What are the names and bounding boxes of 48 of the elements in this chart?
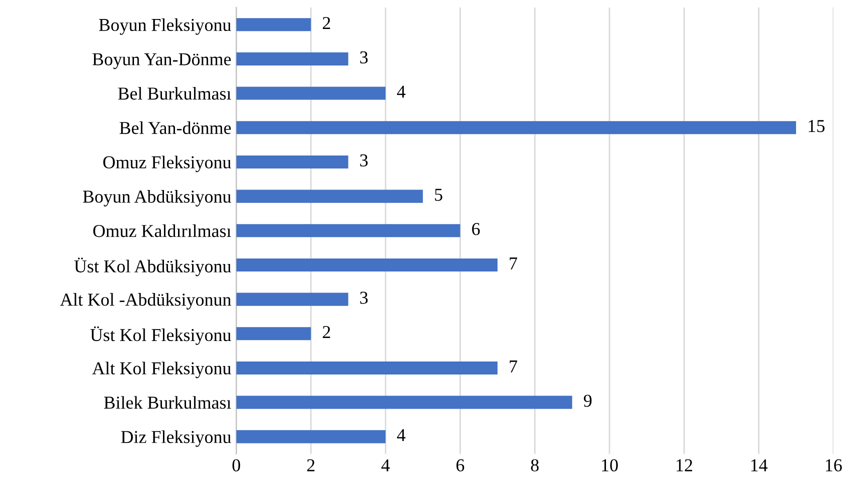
bar (236, 86, 386, 100)
x-tick-label: 6 (456, 459, 464, 472)
y-tick-label: Bel Yan-dönme (120, 121, 231, 134)
y-tick-label: Boyun Fleksiyonu (99, 18, 232, 35)
bar (236, 361, 498, 375)
x-tick-label: 16 (826, 459, 842, 472)
y-tick-label: Omuz Kaldırılması (93, 224, 232, 238)
x-tick-label: 8 (531, 459, 539, 472)
bar (236, 258, 498, 272)
bar (236, 190, 423, 203)
bar (236, 52, 348, 66)
bar (236, 292, 348, 306)
data-label: 6 (472, 223, 480, 236)
y-tick-label: Omuz Fleksiyonu (103, 156, 232, 172)
data-label: 7 (510, 360, 518, 372)
bar (236, 327, 311, 340)
x-tick-label: 4 (381, 459, 390, 472)
y-tick-label: Üst Kol Fleksiyonu (90, 326, 232, 345)
bar (236, 18, 311, 32)
data-label: 15 (808, 120, 825, 132)
bar (236, 121, 796, 134)
data-label: 2 (322, 326, 330, 338)
bar (236, 396, 572, 409)
data-label: 2 (322, 16, 330, 29)
data-label: 3 (360, 292, 368, 304)
y-tick-label: Diz Fleksiyonu (121, 430, 232, 447)
y-tick-label: Boyun Yan-Dönme (92, 53, 231, 70)
x-tick-label: 14 (751, 459, 768, 472)
y-tick-label: Boyun Abdüksiyonu (82, 190, 232, 206)
bar (236, 430, 386, 444)
x-tick-label: 2 (307, 459, 314, 472)
y-tick-label: Bel Burkulması (118, 87, 232, 100)
y-tick-label: Alt Kol Fleksiyonu (92, 362, 232, 378)
x-tick-label: 12 (676, 459, 692, 472)
y-tick-label: Alt Kol -Abdüksiyonun (60, 293, 232, 310)
data-label: 5 (435, 188, 442, 201)
x-tick-label: 10 (602, 459, 618, 472)
data-label: 3 (360, 154, 368, 166)
data-label: 9 (584, 394, 592, 407)
y-tick-label: Bilek Burkulması (104, 396, 232, 409)
x-tick-label: 0 (232, 459, 240, 472)
data-label: 4 (397, 86, 406, 98)
data-label: 3 (360, 51, 368, 64)
data-label: 7 (510, 257, 518, 270)
data-label: 4 (397, 429, 406, 442)
y-tick-label: Üst Kol Abdüksiyonu (74, 258, 232, 276)
bar (236, 224, 460, 238)
bar (236, 155, 348, 168)
